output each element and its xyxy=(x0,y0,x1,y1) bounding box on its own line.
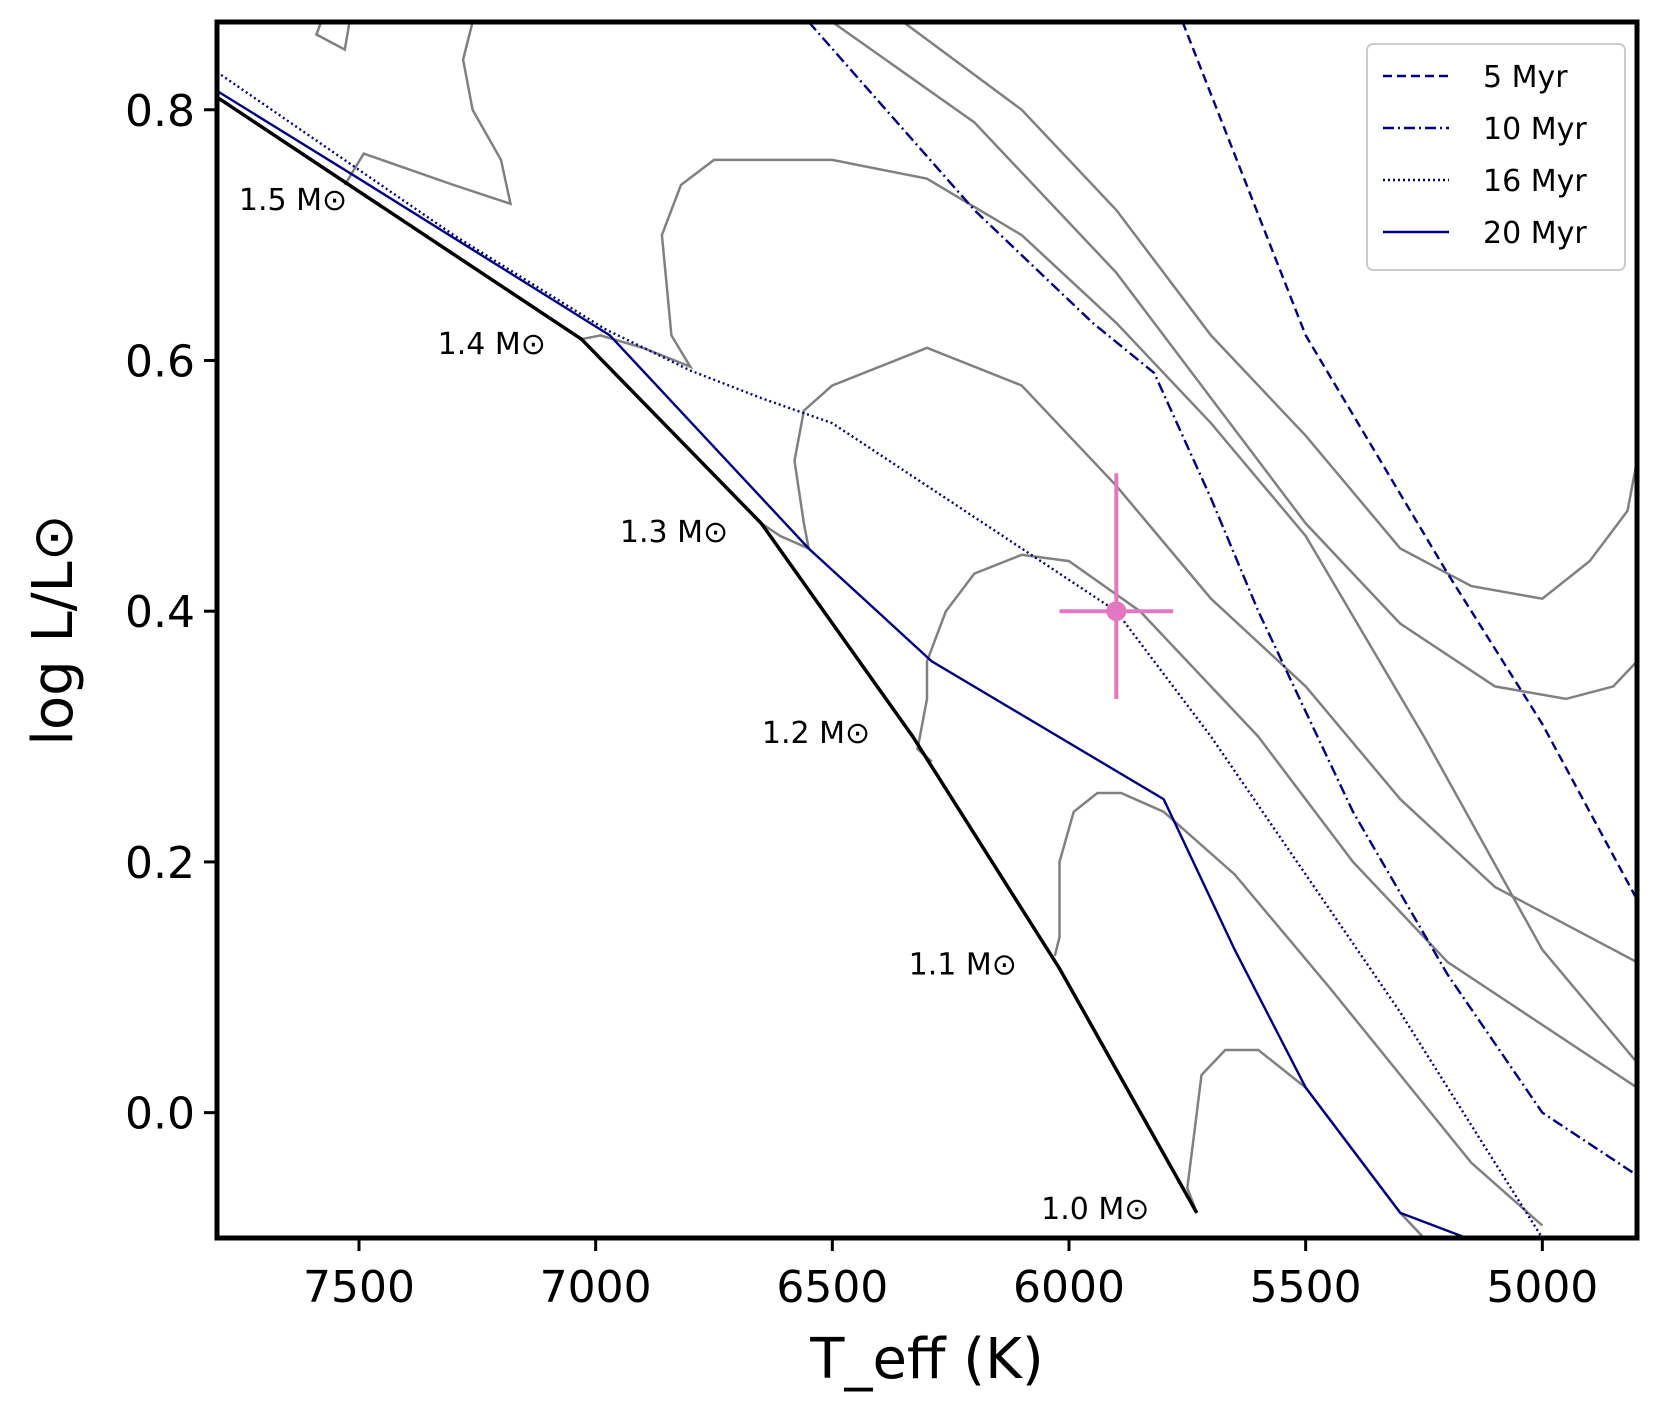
mass-track-5 xyxy=(916,553,1637,1089)
x-tick-label: 5500 xyxy=(1250,1262,1362,1313)
x-tick-label: 7000 xyxy=(540,1262,652,1313)
mass-track-8 xyxy=(902,22,1637,601)
mass-track-4 xyxy=(760,346,1637,964)
mass-label: 1.3 M⊙ xyxy=(620,515,728,550)
mass-track-1 xyxy=(314,22,351,52)
plot-frame xyxy=(214,19,1640,1241)
mass-track-3 xyxy=(581,158,1637,1064)
x-tick-label: 5000 xyxy=(1486,1262,1598,1313)
mass-label: 1.5 M⊙ xyxy=(239,183,347,218)
y-tick-label: 0.2 xyxy=(125,838,195,889)
y-axis-title: log L/L⊙ xyxy=(21,514,86,745)
isochrone-20-myr xyxy=(217,89,1468,1238)
x-tick-label: 7500 xyxy=(303,1262,415,1313)
isochrone-10-myr xyxy=(807,22,1637,1177)
x-tick-label: 6500 xyxy=(776,1262,888,1313)
mass-label: 1.4 M⊙ xyxy=(438,327,546,362)
y-tick-label: 0.4 xyxy=(125,587,195,638)
mass-label: 1.1 M⊙ xyxy=(909,948,1017,983)
x-axis-title: T_eff (K) xyxy=(809,1327,1043,1392)
mass-label: 1.2 M⊙ xyxy=(762,716,870,751)
legend-label: 16 Myr xyxy=(1483,164,1587,199)
x-tick-label: 6000 xyxy=(1013,1262,1125,1313)
y-tick-label: 0.8 xyxy=(125,86,195,137)
y-tick-label: 0.0 xyxy=(125,1089,195,1140)
y-tick-label: 0.6 xyxy=(125,336,195,387)
zams-line xyxy=(217,95,1199,1214)
mass-track-9 xyxy=(737,22,1637,701)
legend-box xyxy=(1366,43,1626,271)
legend-label: 20 Myr xyxy=(1483,216,1587,251)
star-data-point xyxy=(1106,601,1127,622)
mass-track-6 xyxy=(1053,791,1544,1227)
isochrone-16-myr xyxy=(217,71,1544,1238)
isochrone-5-myr xyxy=(1181,22,1637,901)
mass-track-7 xyxy=(1186,1048,1425,1238)
mass-label: 1.0 M⊙ xyxy=(1041,1192,1149,1227)
legend-label: 5 Myr xyxy=(1483,60,1568,95)
legend-label: 10 Myr xyxy=(1483,112,1587,147)
legend: 5 Myr 10 Myr 16 Myr 20 Myr xyxy=(1366,43,1626,271)
mass-track-2 xyxy=(343,22,513,206)
